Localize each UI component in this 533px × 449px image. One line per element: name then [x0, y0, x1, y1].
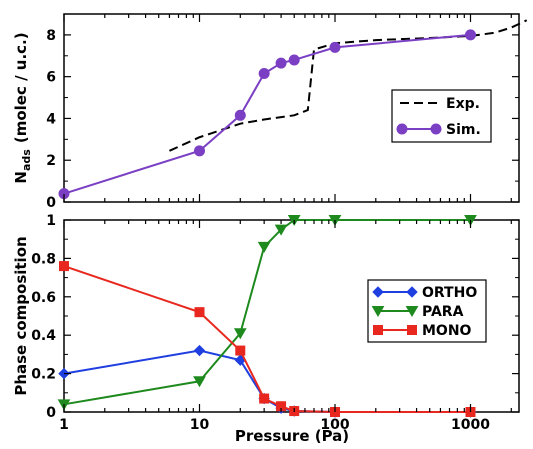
bottom-legend: ORTHO PARA MONO — [367, 279, 487, 343]
bottom-point-ortho — [193, 344, 206, 357]
top-y-tick-label: 8 — [46, 28, 56, 44]
bottom-panel: 0 0.2 0.4 0.6 0.8 1 1 10 100 1000 Phase composit… — [12, 213, 520, 445]
bottom-y-axis-title: Phase composition — [12, 236, 30, 395]
bottom-y-tick-label: 0.6 — [31, 290, 56, 306]
top-point-sim — [234, 109, 246, 121]
bottom-legend-marker-para — [371, 306, 385, 317]
top-plot-frame — [63, 13, 520, 203]
bottom-legend-label-mono: MONO — [422, 323, 472, 339]
bottom-legend-marker-para — [405, 306, 419, 317]
top-legend-marker-sim — [396, 123, 408, 135]
top-y-tick-label: 2 — [46, 153, 56, 169]
top-series-line-sim — [63, 33, 471, 195]
bottom-legend-marker-ortho — [406, 286, 418, 298]
x-tick-label: 1 — [59, 417, 69, 433]
bottom-point-para — [257, 241, 271, 253]
top-legend-marker-sim — [430, 123, 442, 135]
bottom-point-mono — [259, 393, 270, 404]
top-legend-label-exp: Exp. — [446, 96, 480, 112]
top-y-tick-label: 4 — [46, 111, 56, 127]
bottom-point-para — [274, 224, 288, 236]
bottom-legend-marker-ortho — [372, 286, 384, 298]
top-point-sim — [465, 29, 476, 41]
top-point-sim — [288, 54, 300, 66]
top-y-tick-label: 0 — [46, 195, 56, 211]
top-point-sim — [275, 57, 287, 69]
top-series-line-exp — [169, 19, 528, 152]
bottom-y-tick-label: 0 — [46, 405, 56, 421]
top-legend-label-sim: Sim. — [446, 122, 481, 138]
top-point-sim — [258, 68, 270, 80]
top-y-tick-label: 6 — [46, 70, 56, 86]
bottom-legend-marker-mono — [407, 325, 417, 335]
x-tick-label: 10 — [190, 417, 210, 433]
top-panel: 0 2 4 6 8 Nads (molec / u.c.) Exp. Sim. — [12, 13, 528, 211]
bottom-point-para — [193, 376, 206, 388]
bottom-y-tick-label: 0.8 — [31, 251, 56, 267]
x-axis-title: Pressure (Pa) — [235, 427, 349, 445]
top-point-sim — [194, 145, 205, 157]
x-tick-label: 1000 — [451, 417, 490, 433]
top-point-sim — [329, 41, 341, 53]
x-tick-label: 100 — [320, 417, 349, 433]
top-legend-box — [391, 89, 492, 143]
top-y-axis-title-rest: (molec / u.c.) — [12, 32, 30, 143]
top-y-axis-title: Nads (molec / u.c.) — [12, 32, 33, 183]
bottom-point-mono — [235, 345, 246, 356]
bottom-point-para — [233, 328, 247, 340]
bottom-legend-label-ortho: ORTHO — [422, 285, 477, 301]
bottom-legend-marker-mono — [373, 325, 383, 335]
top-y-axis-title-sub: ads — [20, 149, 33, 171]
bottom-legend-label-para: PARA — [422, 304, 464, 320]
top-y-axis-title-main: N — [12, 171, 30, 184]
bottom-point-mono — [194, 307, 205, 318]
bottom-point-mono — [59, 261, 69, 272]
bottom-y-tick-label: 0.4 — [31, 328, 56, 344]
bottom-y-tick-label: 1 — [46, 213, 56, 229]
bottom-y-tick-label: 0.2 — [31, 367, 56, 383]
top-legend: Exp. Sim. — [391, 89, 492, 143]
